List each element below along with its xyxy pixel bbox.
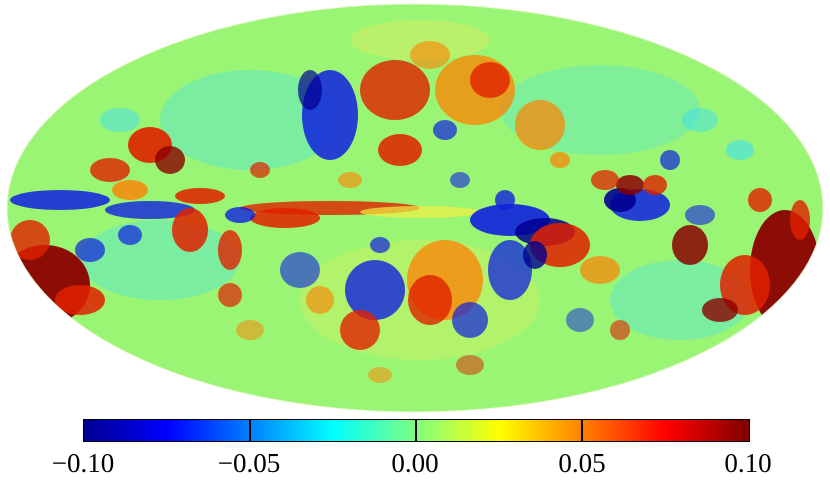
map-feature	[672, 225, 708, 265]
colorbar-tick	[415, 419, 417, 442]
map-feature	[360, 60, 430, 120]
map-feature	[160, 70, 340, 170]
map-feature	[580, 256, 620, 284]
map-feature	[790, 200, 810, 240]
map-feature	[118, 225, 142, 245]
map-feature	[433, 120, 457, 140]
map-feature	[175, 188, 225, 204]
map-feature	[368, 367, 392, 383]
map-outline	[6, 3, 824, 413]
map-feature	[250, 208, 320, 228]
map-body	[7, 4, 823, 412]
map-feature	[660, 150, 680, 170]
map-feature	[591, 170, 619, 190]
map-feature	[218, 230, 242, 270]
colorbar-gradient	[83, 419, 750, 442]
map-feature	[280, 252, 320, 288]
colorbar-tick	[581, 419, 583, 442]
map-feature	[550, 152, 570, 168]
map-feature	[10, 220, 50, 260]
map-feature	[616, 175, 644, 195]
map-feature	[360, 206, 480, 218]
map-features	[7, 20, 820, 383]
map-feature	[345, 260, 405, 320]
map-feature	[566, 308, 594, 332]
map-feature	[172, 208, 208, 252]
map-feature	[748, 188, 772, 212]
map-feature	[250, 162, 270, 178]
map-feature	[105, 201, 195, 219]
map-feature	[338, 172, 362, 188]
map-feature	[90, 158, 130, 182]
map-feature	[495, 190, 515, 210]
map-feature	[155, 146, 185, 174]
colorbar-tick	[249, 419, 251, 442]
map-feature	[450, 172, 470, 188]
map-feature	[75, 238, 105, 262]
map-feature	[702, 298, 738, 322]
map-feature	[726, 140, 754, 160]
colorbar	[83, 419, 750, 442]
map-feature	[720, 255, 770, 315]
map-feature	[370, 237, 390, 253]
map-feature	[236, 320, 264, 340]
map-feature	[306, 286, 334, 314]
map-feature	[80, 220, 240, 300]
map-feature	[378, 134, 422, 166]
map-feature	[488, 240, 532, 300]
map-feature	[643, 175, 667, 195]
colorbar-tick-label: 0.10	[724, 448, 772, 478]
map-feature	[112, 180, 148, 200]
map-feature	[218, 283, 242, 307]
map-feature	[456, 355, 484, 375]
map-feature	[685, 205, 715, 225]
map-feature	[408, 275, 452, 325]
colorbar-tick-label: 0.05	[558, 448, 606, 478]
map-feature	[225, 207, 255, 223]
map-feature	[340, 310, 380, 350]
map-feature	[523, 241, 547, 269]
colorbar-tick-label: −0.10	[51, 448, 115, 478]
map-feature	[410, 41, 450, 69]
map-feature	[100, 108, 140, 132]
colorbar-tick-label: −0.05	[217, 448, 281, 478]
map-feature	[10, 190, 110, 210]
map-feature	[55, 285, 105, 315]
map-feature	[515, 100, 565, 150]
map-feature	[470, 62, 510, 98]
map-feature	[350, 20, 490, 60]
map-feature	[610, 320, 630, 340]
map-feature	[298, 70, 322, 110]
map-feature	[452, 302, 488, 338]
map-feature	[682, 108, 718, 132]
colorbar-tick-label: 0.00	[391, 448, 439, 478]
